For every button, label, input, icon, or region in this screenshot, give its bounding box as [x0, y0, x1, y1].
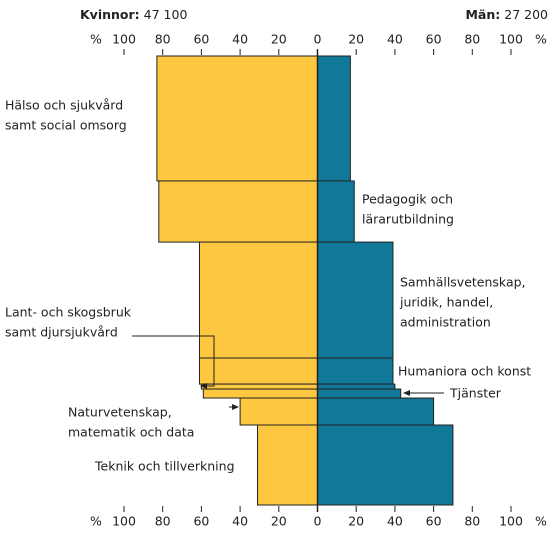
arrowhead — [232, 404, 239, 410]
bar-men — [317, 241, 394, 359]
bar-women — [158, 180, 318, 243]
category-label: Humaniora och konst — [398, 364, 531, 379]
x-tick-label: 100 — [112, 32, 136, 47]
x-tick-label: 40 — [387, 32, 403, 47]
x-tick-label: 20 — [271, 32, 287, 47]
arrowhead — [200, 383, 207, 389]
bar-men — [317, 397, 435, 426]
category-label: matematik och data — [68, 425, 194, 440]
x-unit: % — [90, 32, 102, 47]
x-tick-label: 60 — [426, 32, 442, 47]
arrowhead — [403, 390, 410, 396]
leader-line — [132, 335, 215, 387]
bar-men — [317, 383, 396, 390]
x-tick-label: 0 — [314, 32, 322, 47]
right-title-label: Män: — [465, 7, 500, 22]
x-tick-label: 0 — [314, 514, 322, 529]
category-label: Lant- och skogsbruk — [5, 305, 132, 320]
x-tick-label: 80 — [464, 32, 480, 47]
left-title-label: Kvinnor: — [80, 7, 140, 22]
bar-women — [156, 55, 318, 182]
bar-men — [317, 388, 402, 399]
x-tick-label: 40 — [232, 32, 248, 47]
x-tick-label: 100 — [499, 32, 523, 47]
x-tick-label: 60 — [426, 514, 442, 529]
category-label: Samhällsvetenskap, — [400, 275, 526, 290]
right-title: Män: 27 200 — [465, 7, 548, 22]
bar-women — [257, 424, 319, 506]
left-total: 47 100 — [144, 7, 188, 22]
x-unit: % — [535, 32, 547, 47]
x-tick-label: 100 — [112, 514, 136, 529]
category-label: Hälso och sjukvård — [5, 98, 123, 113]
category-label: samt djursjukvård — [5, 325, 118, 340]
category-label: Naturvetenskap, — [68, 405, 172, 420]
bar-women — [239, 397, 319, 426]
x-tick-label: 40 — [387, 514, 403, 529]
bar-men — [317, 55, 351, 182]
bar-men — [317, 357, 394, 385]
x-tick-label: 80 — [155, 514, 171, 529]
x-tick-label: 60 — [193, 514, 209, 529]
right-total: 27 200 — [504, 7, 548, 22]
x-unit: % — [535, 514, 547, 529]
bar-men — [317, 180, 355, 243]
x-tick-label: 20 — [348, 32, 364, 47]
x-tick-label: 20 — [348, 514, 364, 529]
bar-women — [200, 383, 318, 390]
category-label: Pedagogik och — [362, 192, 453, 207]
bar-women — [202, 388, 319, 399]
x-tick-label: 80 — [155, 32, 171, 47]
x-unit: % — [90, 514, 102, 529]
x-tick-label: 80 — [464, 514, 480, 529]
x-tick-label: 40 — [232, 514, 248, 529]
bar-men — [317, 424, 454, 506]
category-label: administration — [400, 315, 491, 330]
category-label: lärarutbildning — [362, 212, 454, 227]
bar-women — [198, 357, 318, 385]
x-tick-label: 20 — [271, 514, 287, 529]
category-label: Tjänster — [449, 386, 502, 401]
x-tick-label: 60 — [193, 32, 209, 47]
left-title: Kvinnor: 47 100 — [80, 7, 187, 22]
x-tick-label: 100 — [499, 514, 523, 529]
bar-women — [198, 241, 318, 359]
category-label: juridik, handel, — [399, 295, 493, 310]
category-label: Teknik och tillverkning — [94, 459, 235, 474]
category-label: samt social omsorg — [5, 118, 127, 133]
